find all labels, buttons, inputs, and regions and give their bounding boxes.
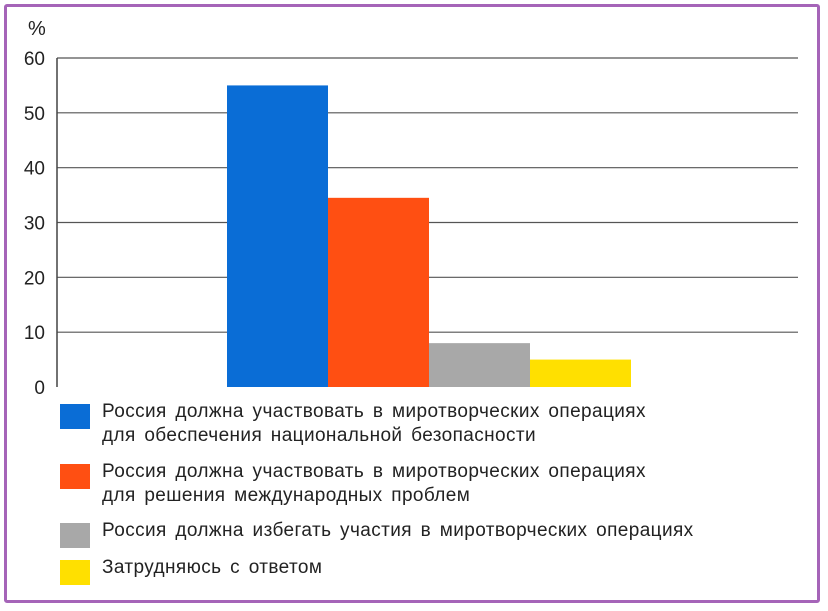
legend-swatch [60,464,90,489]
legend-label: Затрудняюсь с ответом [102,557,323,578]
y-unit-label: % [28,18,46,40]
legend-item-4: Затрудняюсь с ответом [60,556,322,585]
legend-item-2: Россия должна участвовать в миротворческ… [60,460,646,508]
bar-3 [429,343,530,387]
legend-swatch [60,523,90,548]
legend-label: Россия должна избегать участия в миротво… [102,520,694,541]
bar-1 [227,85,328,388]
bar-2 [328,197,429,387]
legend-label: Россия должна участвовать в миротворческ… [102,401,646,446]
legend-label: Россия должна участвовать в миротворческ… [102,461,646,506]
gridlines [57,57,798,333]
legend-item-3: Россия должна избегать участия в миротво… [60,519,694,548]
y-tick-label: 50 [24,104,45,125]
y-tick-label: 60 [24,49,45,70]
y-tick-label: 10 [24,323,45,344]
legend-swatch [60,404,90,429]
legend-item-1: Россия должна участвовать в миротворческ… [60,400,646,448]
legend-swatch [60,560,90,585]
y-tick-label: 0 [34,378,45,399]
bar-chart: 0 10 20 30 40 50 60 % [24,18,798,399]
bar-4 [530,359,631,387]
y-tick-label: 20 [24,268,45,289]
y-tick-label: 40 [24,159,45,180]
bars [227,85,631,388]
y-tick-labels: 0 10 20 30 40 50 60 [24,49,45,399]
y-tick-label: 30 [24,214,45,235]
